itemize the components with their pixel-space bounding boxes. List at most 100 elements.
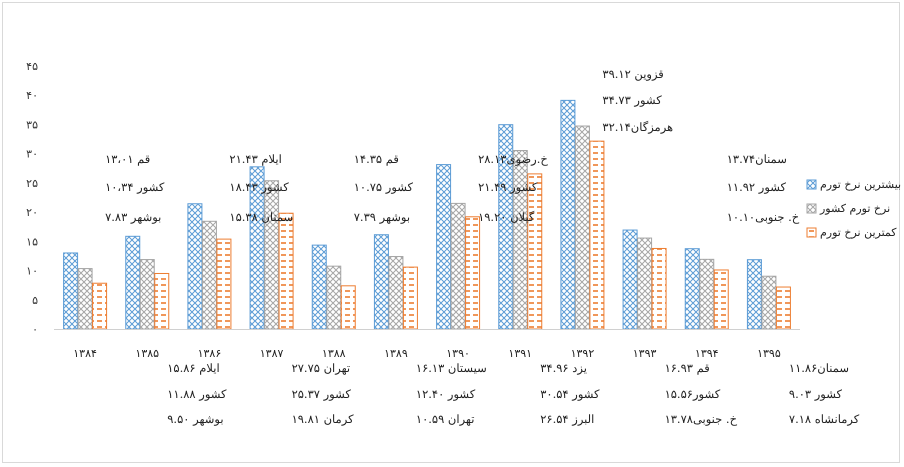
x-tick-label: ۱۳۹۳: [633, 347, 657, 360]
y-tick-label: ۰: [32, 323, 38, 336]
legend-swatch-1: [806, 203, 817, 214]
x-tick-label: ۱۳۹۱: [508, 347, 532, 360]
annotation-cat-8-line-2: هرمزگان۳۲.۱۴: [602, 120, 673, 134]
bar-series-1-cat-11: [761, 275, 777, 330]
annotation-cat-9-line-2: خ. جنوبی۱۳.۷۸: [665, 412, 738, 426]
x-tick-label: ۱۳۸۹: [384, 347, 408, 360]
annotation-cat-3-line-0: تهران ۲۷.۷۵: [292, 361, 351, 375]
annotation-cat-6-line-1: کشور ۲۱.۴۹: [478, 180, 538, 194]
bar-series-2-cat-5: [402, 266, 418, 330]
legend-label-2: کمترین نرخ تورم: [820, 226, 897, 239]
bar-series-0-cat-9: [622, 229, 638, 330]
annotations: قم ۱۳،۰۱ کشور ۱۰،۳۴ بوشهر ۷.۸۳ ایلام ۲۱.۴۳ ک…: [105, 67, 860, 426]
y-tick-label: ۳۵: [26, 118, 38, 131]
bar-series-1-cat-6: [450, 202, 466, 330]
annotation-cat-7-line-1: کشور ۳۰.۵۴: [540, 387, 600, 401]
annotation-cat-1-line-1: کشور ۱۱.۸۸: [167, 387, 227, 401]
bar-series-2-cat-11: [775, 286, 791, 330]
x-tick-label: ۱۳۹۰: [446, 347, 470, 360]
annotation-cat-10-line-2: خ. جنوبی۱۰.۱۰: [727, 210, 800, 224]
bar-series-1-cat-0: [77, 268, 93, 330]
bar-series-1-cat-10: [699, 258, 715, 330]
bar-series-0-cat-8: [560, 99, 576, 330]
bar-series-0-cat-6: [436, 164, 452, 330]
annotation-cat-10-line-1: کشور ۱۱.۹۲: [727, 180, 787, 194]
bar-series-2-cat-2: [216, 238, 232, 330]
annotation-cat-3-line-1: کشور ۲۵.۳۷: [292, 387, 352, 401]
annotation-cat-4-line-2: بوشهر ۷.۳۹: [354, 210, 410, 224]
legend-label-1: نرخ تورم کشور: [819, 202, 890, 215]
annotation-cat-2-line-1: کشور ۱۸.۴۳: [229, 180, 289, 194]
bar-series-0-cat-11: [746, 259, 762, 330]
x-tick-label: ۱۳۸۵: [135, 347, 159, 360]
legend: بیشترین نرخ تورم نرخ تورم کشور کمترین نرخ …: [806, 178, 901, 239]
bar-series-1-cat-3: [264, 180, 280, 330]
legend-label-0: بیشترین نرخ تورم: [820, 178, 901, 191]
bar-series-2-cat-9: [651, 247, 667, 330]
x-tick-label: ۱۳۸۷: [260, 347, 284, 360]
annotation-cat-11-line-0: سمنان۱۱.۸۶: [789, 361, 849, 375]
annotation-cat-7-line-2: البرز ۲۶.۵۴: [540, 412, 594, 426]
bar-series-0-cat-10: [684, 248, 700, 330]
y-tick-label: ۲۰: [26, 206, 38, 219]
annotation-cat-8-line-1: کشور ۳۴.۷۳: [602, 93, 662, 107]
annotation-cat-6-line-2: گیلان ۱۹.۲۰: [478, 210, 535, 224]
annotation-cat-1-line-2: بوشهر ۹.۵۰: [167, 412, 223, 426]
y-tick-label: ۲۵: [26, 177, 38, 190]
legend-swatch-0: [806, 179, 817, 190]
bar-series-1-cat-2: [201, 220, 217, 330]
annotation-cat-2-line-2: سمنان ۱۵.۳۸: [229, 210, 293, 224]
annotation-cat-3-line-2: کرمان ۱۹.۸۱: [292, 412, 354, 426]
annotation-cat-0-line-0: قم ۱۳،۰۱: [105, 152, 150, 166]
y-tick-label: ۱۰: [26, 265, 38, 278]
bar-series-2-cat-0: [92, 282, 108, 330]
annotation-cat-0-line-2: بوشهر ۷.۸۳: [105, 210, 161, 224]
x-axis: ۱۳۸۴ ۱۳۸۵ ۱۳۸۶ ۱۳۸۷ ۱۳۸۸ ۱۳۸۹ ۱۳۹۰ ۱۳۹۱ ۱۳۹۲ ۱۳۹۳…: [73, 347, 781, 360]
y-tick-label: ۱۵: [26, 235, 38, 248]
bar-series-0-cat-5: [373, 234, 389, 330]
x-tick-label: ۱۳۸۸: [322, 347, 346, 360]
y-tick-label: ۳۰: [26, 148, 38, 161]
y-axis: ۰ ۵ ۱۰ ۱۵ ۲۰ ۲۵ ۳۰ ۳۵ ۴۰ ۴۵: [26, 60, 38, 336]
x-tick-label: ۱۳۹۴: [695, 347, 719, 360]
bar-series-2-cat-6: [465, 216, 481, 330]
annotation-cat-11-line-2: کرمانشاه ۷.۱۸: [789, 412, 860, 426]
bar-series-2-cat-4: [340, 285, 356, 330]
annotation-cat-5-line-2: تهران ۱۰.۵۹: [416, 412, 475, 426]
legend-swatch-2: [806, 227, 817, 238]
x-tick-label: ۱۳۸۴: [73, 347, 97, 360]
bar-series-1-cat-9: [637, 237, 653, 330]
bar-series-1-cat-5: [388, 256, 404, 330]
bars: [63, 99, 791, 330]
bar-series-1-cat-7: [512, 150, 528, 330]
x-tick-label: ۱۳۸۶: [198, 347, 222, 360]
annotation-cat-4-line-0: قم ۱۴.۳۵: [354, 152, 399, 166]
y-tick-label: ۴۰: [26, 89, 38, 102]
annotation-cat-5-line-1: کشور ۱۲.۴۰: [416, 387, 476, 401]
bar-series-2-cat-7: [527, 173, 543, 330]
bar-series-0-cat-0: [63, 252, 79, 330]
annotation-cat-1-line-0: ایلام ۱۵.۸۶: [167, 361, 219, 375]
bar-series-1-cat-4: [326, 265, 342, 330]
bar-series-1-cat-1: [139, 259, 155, 330]
y-tick-label: ۵: [32, 294, 38, 307]
x-tick-label: ۱۳۹۲: [571, 347, 595, 360]
bar-series-2-cat-1: [154, 272, 170, 330]
bar-series-0-cat-4: [311, 244, 327, 330]
annotation-cat-0-line-1: کشور ۱۰،۳۴: [105, 180, 165, 194]
annotation-cat-8-line-0: قزوین ۳۹.۱۲: [602, 67, 663, 81]
bar-series-2-cat-10: [713, 269, 729, 330]
bar-series-0-cat-2: [187, 203, 203, 330]
annotation-cat-11-line-1: کشور ۹.۰۳: [789, 387, 843, 401]
x-tick-label: ۱۳۹۵: [757, 347, 781, 360]
annotation-cat-6-line-0: خ.رضوی۲۸.۱۳: [478, 152, 548, 166]
annotation-cat-7-line-0: یزد ۳۴.۹۶: [540, 361, 587, 375]
bar-series-1-cat-8: [574, 125, 590, 330]
bar-series-0-cat-1: [125, 235, 141, 330]
annotation-cat-5-line-0: سیستان ۱۶.۱۳: [416, 361, 487, 375]
y-tick-label: ۴۵: [26, 60, 38, 73]
annotation-cat-9-line-1: کشور۱۵.۵۶: [665, 387, 721, 401]
annotation-cat-9-line-0: قم ۱۶.۹۳: [665, 361, 710, 375]
